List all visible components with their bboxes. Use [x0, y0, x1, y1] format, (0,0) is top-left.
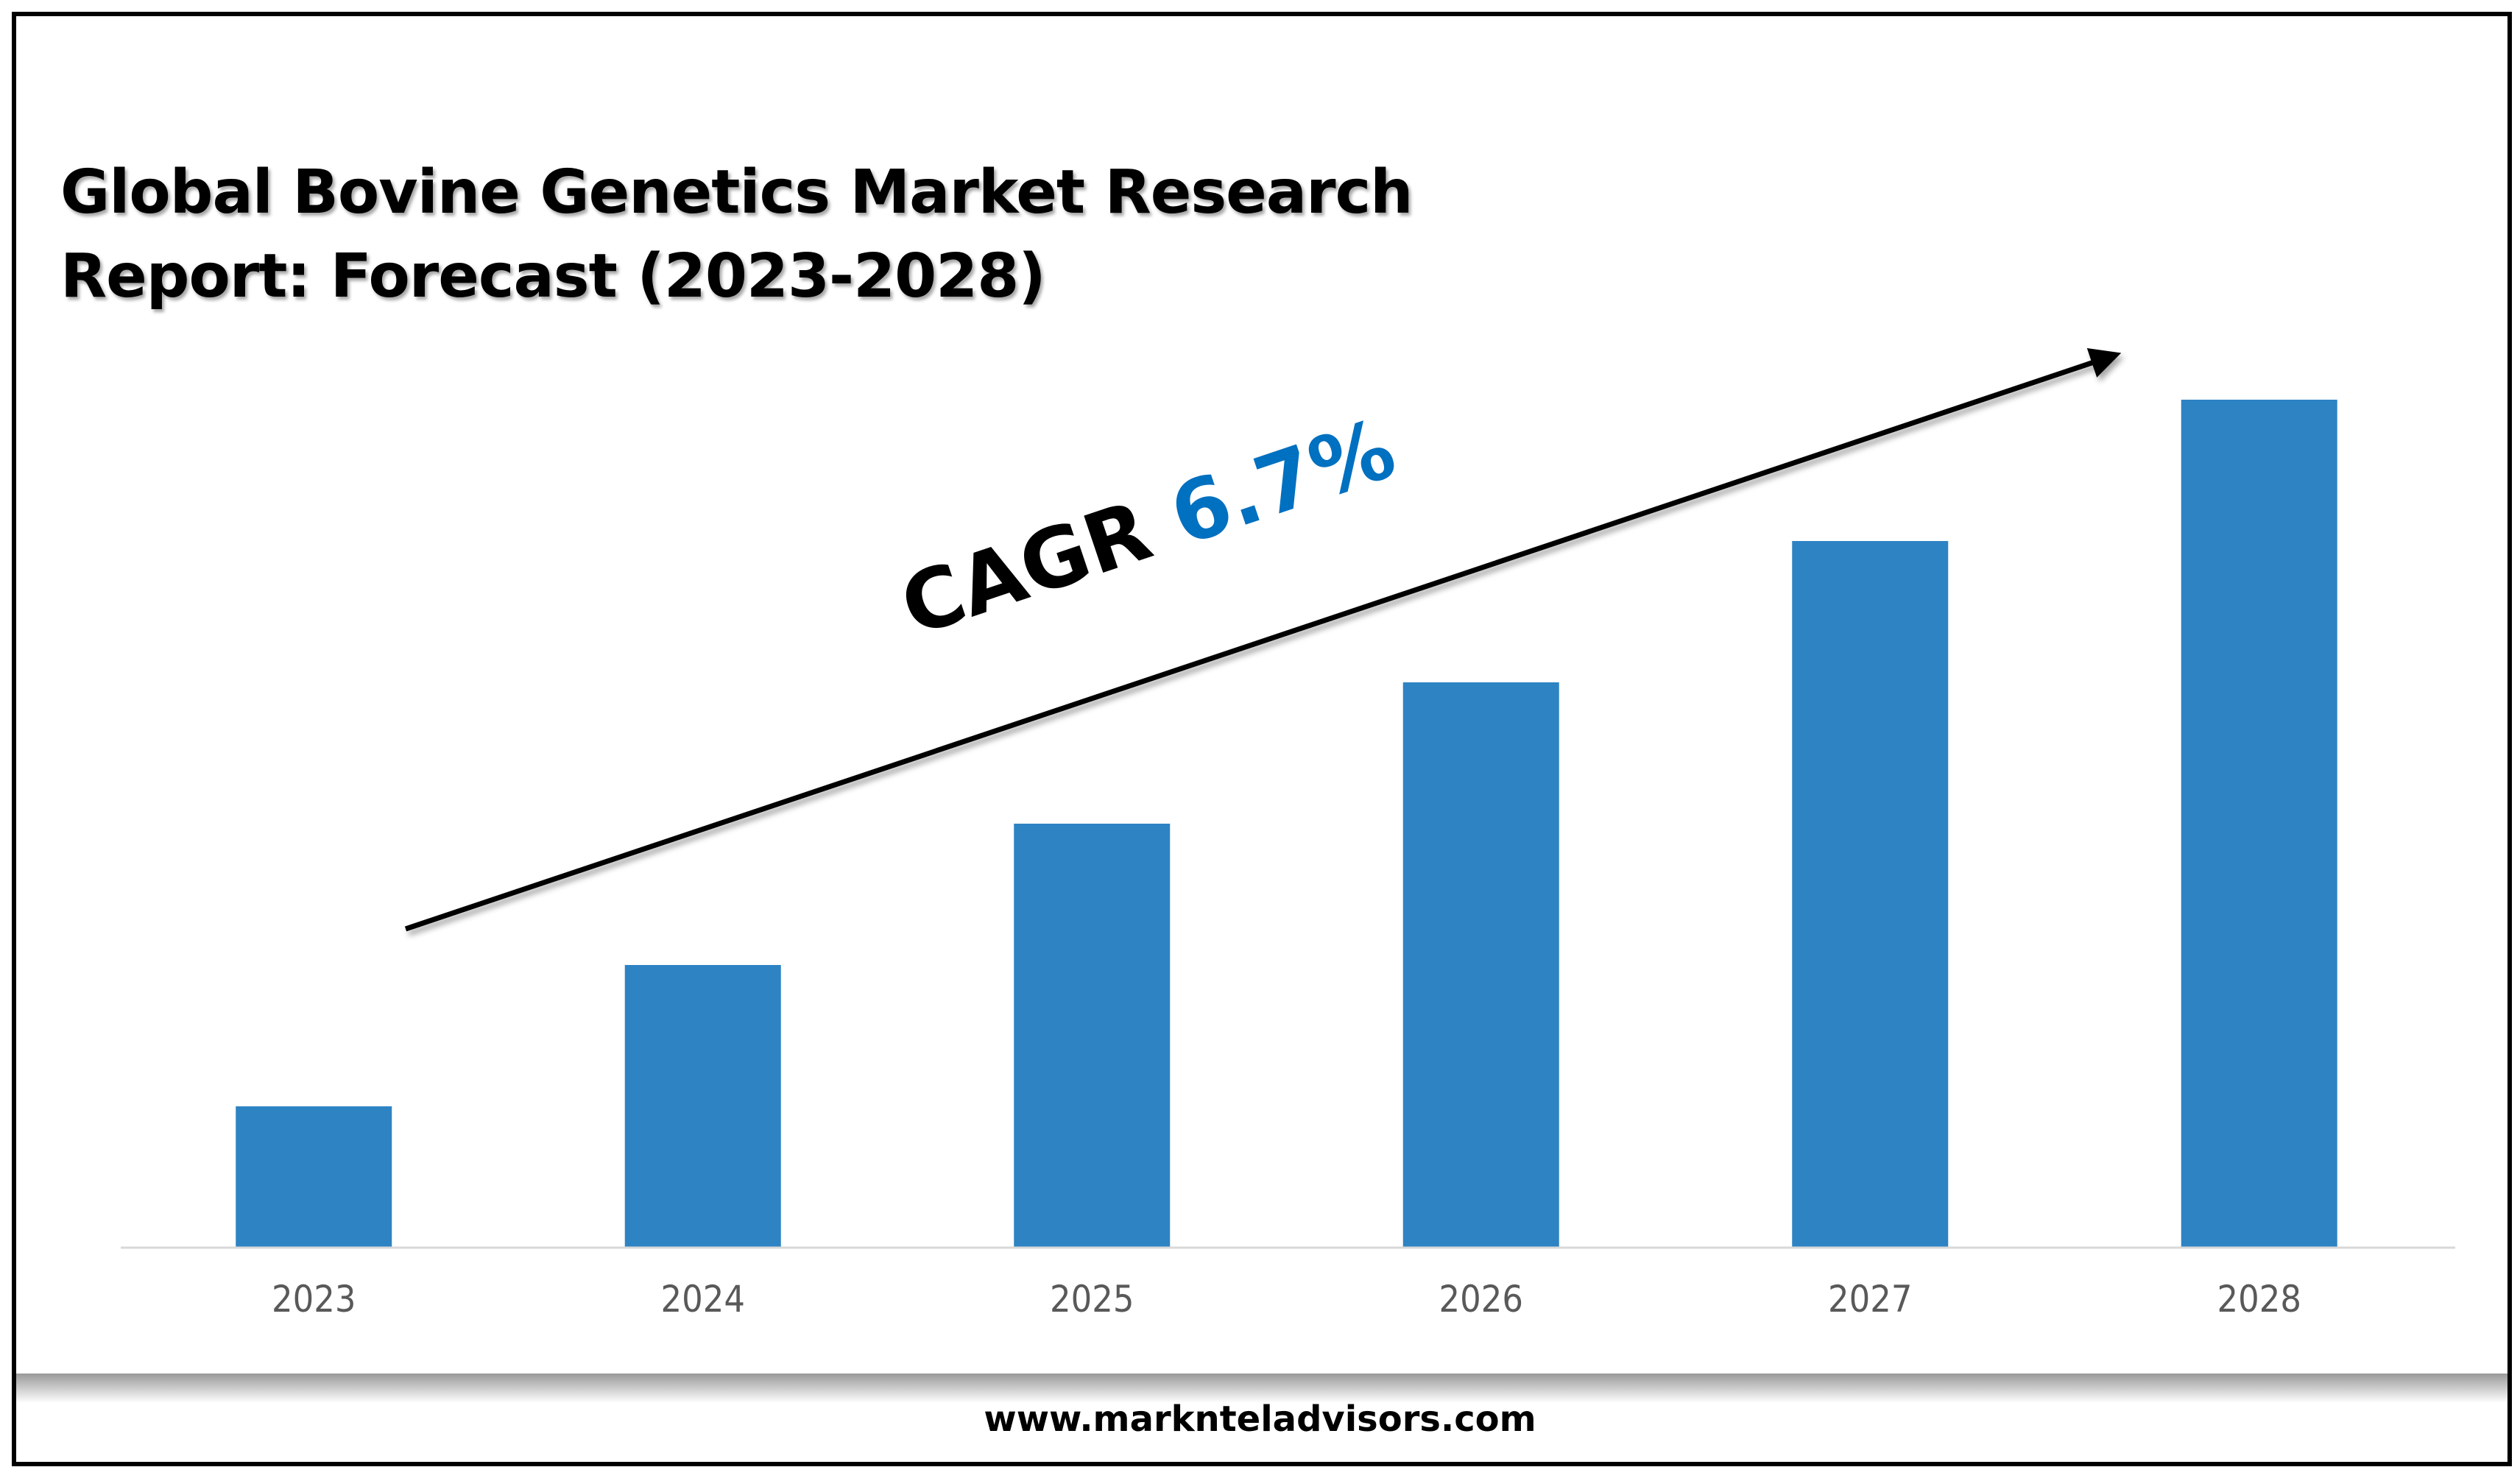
- footer-url: www.marknteladvisors.com: [984, 1399, 1536, 1440]
- x-tick-label: 2026: [1439, 1278, 1523, 1321]
- x-tick-label: 2024: [661, 1278, 745, 1321]
- x-tick-label: 2028: [2217, 1278, 2301, 1321]
- x-tick-label: 2027: [1828, 1278, 1912, 1321]
- x-tick-label: 2025: [1050, 1278, 1134, 1321]
- chart-frame: [12, 12, 2512, 1466]
- bar-2025: [1014, 824, 1171, 1248]
- footer-separator: [16, 1374, 2507, 1403]
- bar-2028: [2181, 400, 2337, 1248]
- bar-2023: [236, 1106, 392, 1248]
- growth-arrow: [404, 348, 2122, 932]
- title-line-1: Global Bovine Genetics Market Research: [60, 158, 1413, 227]
- chart-title: Global Bovine Genetics Market Research R…: [60, 151, 1413, 319]
- x-tick-label: 2023: [272, 1278, 356, 1321]
- title-line-2: Report: Forecast (2023-2028): [60, 241, 1046, 311]
- bar-2024: [624, 965, 781, 1248]
- bar-2027: [1792, 541, 1949, 1248]
- bar-2026: [1402, 682, 1559, 1248]
